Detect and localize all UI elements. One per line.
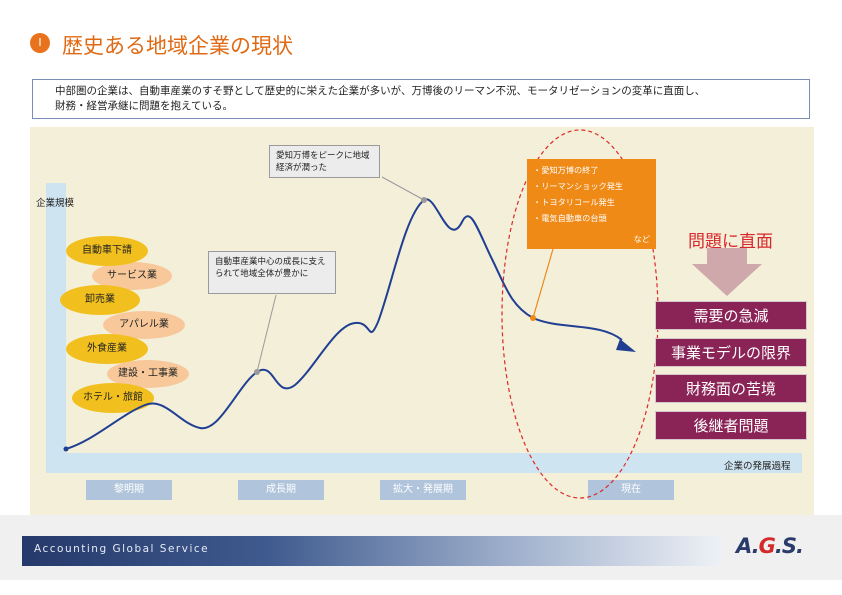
event-item: ・リーマンショック発生: [533, 181, 624, 191]
phase-dawn: 黎明期: [86, 480, 172, 500]
problem-demand-drop: 需要の急減: [655, 301, 807, 330]
expo-callout: 愛知万博をピークに地域経済が潤った: [269, 145, 380, 178]
ags-logo: A.G.S.: [736, 534, 804, 558]
footer-company-name: Accounting Global Service: [34, 543, 210, 555]
industry-wholesale: 卸売業: [60, 285, 140, 315]
description-line-2: 財務・経営承継に問題を抱えている。: [55, 100, 233, 112]
x-axis-bar: [46, 453, 802, 473]
events-box: ・愛知万博の終了 ・リーマンショック発生 ・トヨタリコール発生 ・電気自動車の台…: [527, 159, 656, 249]
problem-business-model: 事業モデルの限界: [655, 338, 807, 367]
event-item: ・電気自動車の台頭: [533, 213, 607, 223]
page-title: 歴史ある地域企業の現状: [62, 34, 293, 58]
event-item: ・トヨタリコール発生: [533, 197, 615, 207]
event-item: ・愛知万博の終了: [533, 165, 599, 175]
y-axis-label: 企業規模: [36, 198, 75, 209]
logo-a: A.: [736, 534, 760, 558]
industry-auto-subcontract: 自動車下請: [66, 236, 148, 266]
phase-present: 現在: [588, 480, 674, 500]
description-box: 中部圏の企業は、自動車産業のすそ野として歴史的に栄えた企業が多いが、万博後のリー…: [32, 79, 810, 119]
section-number-badge: Ⅰ: [30, 33, 50, 53]
problem-successor: 後継者問題: [655, 411, 807, 440]
growth-callout-connector: [256, 294, 277, 373]
events-callout-connector: [532, 248, 554, 319]
events-etc: など: [633, 234, 650, 244]
expo-callout-connector: [381, 176, 425, 201]
footer-banner: [22, 536, 722, 566]
logo-g: G: [758, 534, 776, 558]
current-point: [530, 315, 536, 321]
growth-curve: [65, 198, 623, 450]
curve-arrowhead: [616, 339, 636, 352]
down-arrow-icon: [692, 248, 762, 296]
problem-financial: 財務面の苦境: [655, 374, 807, 403]
industry-restaurant: 外食産業: [66, 334, 148, 364]
problem-heading: 問題に直面: [688, 232, 773, 252]
curve-start-point: [63, 446, 69, 452]
phase-expansion: 拡大・発展期: [380, 480, 466, 500]
growth-callout: 自動車産業中心の成長に支えられて地域全体が豊かに: [208, 251, 336, 294]
x-axis-label: 企業の発展過程: [724, 461, 791, 472]
growth-point: [254, 369, 260, 375]
expo-peak-point: [421, 197, 427, 203]
y-axis-bar: [46, 183, 66, 473]
logo-s: .S.: [774, 534, 804, 558]
description-line-1: 中部圏の企業は、自動車産業のすそ野として歴史的に栄えた企業が多いが、万博後のリー…: [55, 85, 706, 97]
phase-growth: 成長期: [238, 480, 324, 500]
